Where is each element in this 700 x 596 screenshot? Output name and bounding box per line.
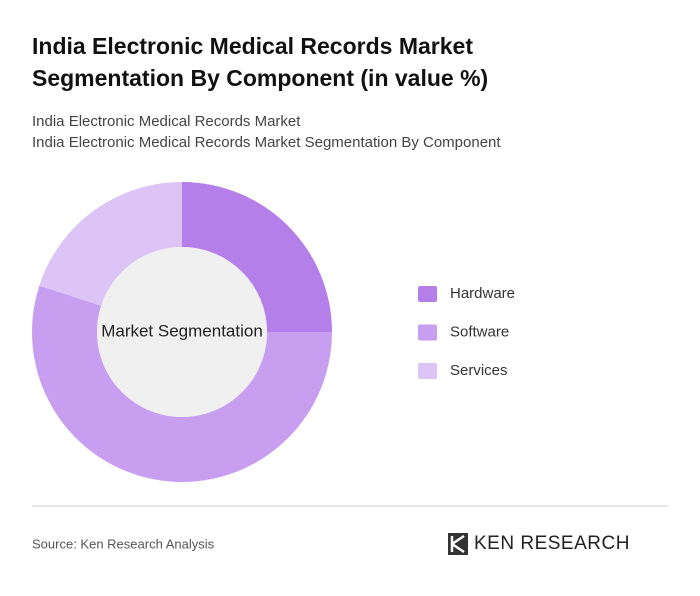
subtitle: India Electronic Medical Records Market … [32, 134, 501, 151]
slice [32, 285, 333, 483]
legend-label: Hardware [450, 285, 515, 302]
slice [39, 182, 182, 306]
legend-swatch [418, 286, 437, 302]
slice [182, 182, 332, 332]
logo-icon [450, 534, 465, 554]
legend-swatch [418, 363, 437, 379]
legend-label: Software [450, 323, 509, 340]
center-label: Market Segmentation [101, 321, 263, 340]
logo-text: KEN RESEARCH [474, 533, 630, 554]
subtitle: India Electronic Medical Records Market [32, 113, 301, 130]
chart-title: India Electronic Medical Records Market S… [32, 33, 488, 91]
donut-hole [97, 247, 267, 417]
source: Source: Ken Research Analysis [32, 536, 215, 551]
logo: KEN RESEARCH [448, 533, 630, 555]
legend-label: Services [450, 362, 508, 379]
legend-swatch [418, 324, 437, 341]
